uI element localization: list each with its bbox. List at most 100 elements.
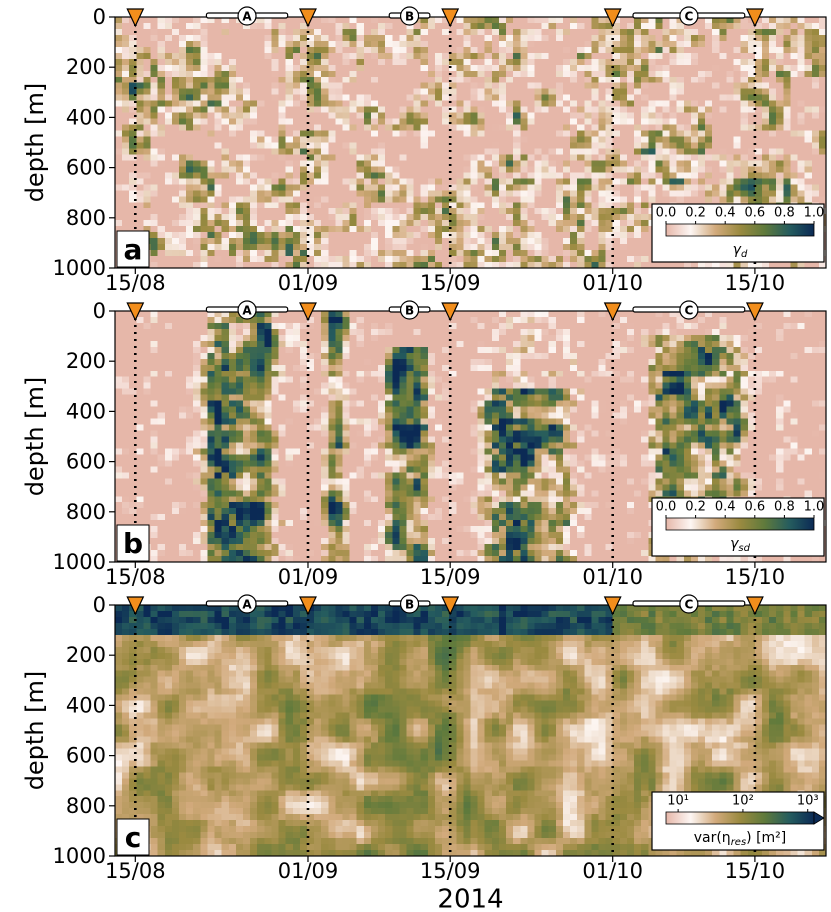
heatmap-cell — [178, 46, 187, 54]
heatmap-cell — [562, 334, 571, 342]
heatmap-cell — [363, 28, 372, 36]
heatmap-cell — [235, 160, 244, 167]
heatmap-cell — [790, 106, 798, 114]
heatmap-cell — [506, 202, 514, 209]
heatmap-cell — [541, 88, 550, 96]
heatmap-cell — [491, 226, 500, 233]
heatmap-cell — [463, 154, 471, 161]
heatmap-cell — [598, 178, 606, 185]
heatmap-cell — [271, 40, 279, 48]
heatmap-cell — [314, 46, 322, 54]
heatmap-cell — [171, 112, 180, 119]
heatmap-cell — [662, 22, 670, 30]
heatmap-cell — [562, 76, 571, 84]
heatmap-cell — [207, 196, 215, 203]
heatmap-cell — [363, 124, 372, 131]
heatmap-cell — [271, 22, 279, 30]
heatmap-cell — [328, 184, 336, 191]
heatmap-cell — [769, 22, 777, 30]
heatmap-cell — [207, 148, 215, 155]
heatmap-cell — [690, 88, 699, 96]
heatmap-cell — [250, 256, 258, 263]
heatmap-cell — [285, 340, 294, 348]
heatmap-cell — [193, 40, 201, 48]
heatmap-cell — [719, 322, 727, 330]
heatmap-cell — [662, 88, 670, 96]
heatmap-cell — [818, 172, 827, 179]
heatmap-cell — [797, 340, 806, 348]
heatmap-cell — [413, 202, 422, 209]
heatmap-cell — [178, 17, 187, 24]
heatmap-cell — [491, 208, 500, 215]
heatmap-cell — [292, 346, 301, 354]
heatmap-cell — [392, 148, 400, 155]
heatmap-cell — [449, 220, 457, 227]
heatmap-cell — [186, 28, 194, 36]
heatmap-cell — [541, 112, 550, 119]
heatmap-cell — [299, 82, 308, 90]
heatmap-cell — [257, 322, 265, 330]
heatmap-cell — [306, 220, 315, 227]
heatmap-cell — [115, 208, 123, 215]
heatmap-cell — [257, 64, 265, 72]
heatmap-cell — [257, 214, 265, 221]
heatmap-cell — [463, 232, 471, 239]
heatmap-cell — [655, 52, 663, 60]
heatmap-cell — [363, 142, 372, 149]
heatmap-cell — [157, 208, 166, 215]
heatmap-cell — [157, 154, 166, 161]
heatmap-cell — [804, 184, 813, 191]
heatmap-cell — [733, 346, 742, 354]
heatmap-cell — [698, 130, 706, 137]
heatmap-cell — [470, 76, 479, 84]
heatmap-cell — [698, 58, 706, 66]
heatmap-cell — [449, 28, 457, 36]
heatmap-cell — [726, 148, 734, 155]
heatmap-cell — [762, 40, 770, 48]
heatmap-cell — [811, 172, 820, 179]
heatmap-cell — [214, 40, 223, 48]
heatmap-cell — [612, 46, 621, 54]
heatmap-cell — [363, 136, 372, 143]
heatmap-cell — [285, 100, 294, 108]
heatmap-cell — [385, 64, 393, 72]
heatmap-cell — [506, 172, 514, 179]
heatmap-cell — [449, 160, 457, 167]
heatmap-cell — [406, 64, 415, 72]
heatmap-cell — [648, 58, 656, 66]
heatmap-cell — [527, 256, 535, 263]
heatmap-cell — [676, 70, 685, 78]
heatmap-cell — [356, 238, 365, 245]
heatmap-cell — [193, 100, 201, 108]
heatmap-cell — [214, 64, 223, 72]
heatmap-cell — [356, 124, 365, 131]
heatmap-cell — [250, 94, 258, 102]
heatmap-cell — [555, 196, 564, 203]
heatmap-cell — [200, 118, 208, 125]
heatmap-cell — [413, 244, 422, 251]
heatmap-cell — [676, 166, 685, 173]
heatmap-cell — [171, 256, 180, 263]
heatmap-cell — [413, 232, 422, 239]
heatmap-cell — [271, 154, 279, 161]
heatmap-cell — [769, 148, 777, 155]
heatmap-cell — [619, 208, 628, 215]
heatmap-cell — [477, 172, 486, 179]
heatmap-cell — [242, 100, 251, 108]
heatmap-cell — [228, 340, 237, 348]
heatmap-cell — [157, 190, 166, 197]
heatmap-cell — [342, 94, 351, 102]
heatmap-cell — [392, 130, 400, 137]
heatmap-cell — [413, 130, 422, 137]
heatmap-cell — [420, 70, 429, 78]
heatmap-cell — [335, 70, 343, 78]
heatmap-cell — [378, 262, 386, 269]
heatmap-cell — [591, 202, 599, 209]
heatmap-cell — [434, 64, 443, 72]
heatmap-cell — [463, 106, 471, 114]
heatmap-cell — [818, 316, 827, 324]
heatmap-cell — [250, 316, 258, 324]
heatmap-cell — [626, 328, 635, 336]
heatmap-cell — [434, 208, 443, 215]
heatmap-cell — [442, 262, 450, 269]
